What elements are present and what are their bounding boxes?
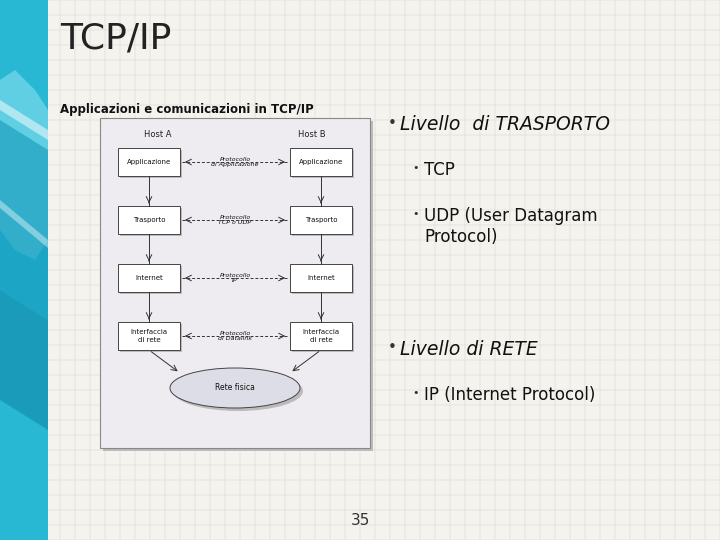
Text: •: • (412, 209, 418, 219)
FancyBboxPatch shape (118, 148, 180, 176)
FancyBboxPatch shape (118, 264, 180, 292)
Text: Applicazione: Applicazione (299, 159, 343, 165)
Polygon shape (0, 100, 48, 140)
FancyBboxPatch shape (118, 322, 180, 350)
FancyBboxPatch shape (103, 121, 373, 451)
FancyBboxPatch shape (290, 148, 352, 176)
Text: TCP/IP: TCP/IP (60, 21, 171, 55)
Text: •: • (388, 116, 397, 131)
Text: Interfaccia
di rete: Interfaccia di rete (130, 329, 168, 342)
Text: Livello  di TRASPORTO: Livello di TRASPORTO (400, 115, 610, 134)
Text: •: • (412, 388, 418, 398)
Text: UDP (User Datagram
Protocol): UDP (User Datagram Protocol) (424, 207, 598, 246)
Text: Protocollo
TCP o UDP: Protocollo TCP o UDP (218, 214, 251, 225)
FancyBboxPatch shape (292, 208, 354, 236)
Ellipse shape (173, 371, 303, 411)
Text: Trasporto: Trasporto (132, 217, 166, 223)
Text: •: • (388, 341, 397, 355)
Text: •: • (412, 163, 418, 173)
Polygon shape (0, 290, 48, 430)
Text: Protocollo
di Datalink: Protocollo di Datalink (218, 330, 252, 341)
FancyBboxPatch shape (120, 324, 182, 352)
FancyBboxPatch shape (292, 150, 354, 178)
Text: Internet: Internet (307, 275, 335, 281)
Text: Interfaccia
di rete: Interfaccia di rete (302, 329, 340, 342)
FancyBboxPatch shape (120, 266, 182, 294)
FancyBboxPatch shape (290, 264, 352, 292)
Polygon shape (0, 70, 48, 260)
Text: Host B: Host B (298, 130, 326, 139)
Text: Host A: Host A (144, 130, 172, 139)
Text: Livello di RETE: Livello di RETE (400, 340, 538, 359)
FancyBboxPatch shape (292, 324, 354, 352)
FancyBboxPatch shape (120, 150, 182, 178)
FancyBboxPatch shape (290, 322, 352, 350)
Polygon shape (0, 0, 48, 540)
Text: Applicazione: Applicazione (127, 159, 171, 165)
Text: IP (Internet Protocol): IP (Internet Protocol) (424, 386, 595, 404)
Text: Rete fisica: Rete fisica (215, 383, 255, 393)
Text: Applicazioni e comunicazioni in TCP/IP: Applicazioni e comunicazioni in TCP/IP (60, 103, 314, 116)
FancyBboxPatch shape (292, 266, 354, 294)
Ellipse shape (170, 368, 300, 408)
FancyBboxPatch shape (290, 206, 352, 234)
Text: Protocollo
IP: Protocollo IP (220, 273, 251, 284)
Polygon shape (0, 200, 48, 248)
FancyBboxPatch shape (100, 118, 370, 448)
FancyBboxPatch shape (118, 206, 180, 234)
Text: Internet: Internet (135, 275, 163, 281)
FancyBboxPatch shape (120, 208, 182, 236)
Text: Protocollo
di Applicazione: Protocollo di Applicazione (211, 157, 258, 167)
Text: 35: 35 (351, 513, 369, 528)
Text: Trasporto: Trasporto (305, 217, 337, 223)
Polygon shape (0, 120, 48, 320)
Text: TCP: TCP (424, 161, 455, 179)
